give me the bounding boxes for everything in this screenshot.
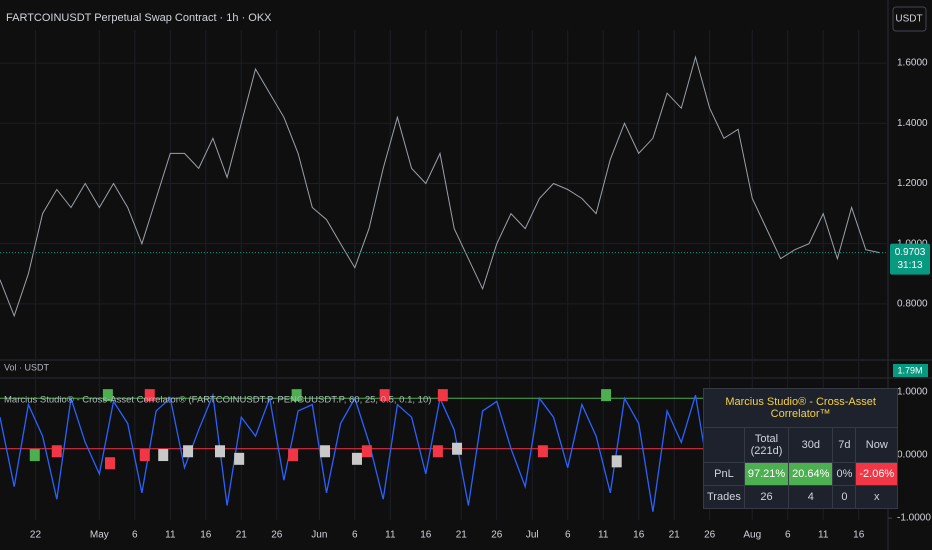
y-tick-label: 1.4000	[897, 118, 928, 129]
x-tick-label: 11	[165, 530, 176, 541]
x-tick-label: 21	[236, 530, 248, 541]
signal	[158, 449, 169, 462]
cell: 0	[832, 485, 857, 509]
cell: -2.06%	[855, 462, 899, 486]
cell: 4	[788, 485, 834, 509]
x-tick-label: 16	[633, 530, 645, 541]
countdown: 31:13	[897, 260, 922, 271]
signal	[437, 389, 448, 402]
table-row: PnL 97.21% 20.64% 0% -2.06%	[703, 462, 899, 486]
signal	[611, 455, 622, 468]
stats-table: Marcius Studio® - Cross-Asset Correlator…	[702, 388, 899, 509]
x-tick-label: 26	[704, 530, 716, 541]
x-tick-label: 6	[352, 530, 358, 541]
header-cell: 7d	[832, 427, 857, 463]
x-tick-label: Aug	[743, 530, 761, 541]
x-tick-label: 6	[785, 530, 791, 541]
x-tick-label: 11	[818, 530, 829, 541]
table-row: Trades 26 4 0 x	[703, 485, 899, 509]
volume-tag	[893, 364, 928, 377]
x-tick-label: 16	[420, 530, 432, 541]
volume-value: 1.79M	[897, 365, 922, 375]
x-tick-label: 26	[271, 530, 283, 541]
table-title: Marcius Studio® - Cross-Asset Correlator…	[702, 388, 899, 428]
unit-button[interactable]	[892, 6, 927, 32]
signal	[139, 449, 150, 462]
signal	[351, 452, 362, 465]
cell: 0%	[832, 462, 857, 486]
signal	[379, 389, 390, 402]
x-tick-label: Jun	[311, 530, 327, 541]
signal	[601, 389, 612, 402]
signal	[361, 445, 372, 458]
signal	[452, 442, 463, 455]
signal	[105, 457, 115, 470]
x-tick-label: 16	[853, 530, 865, 541]
y-tick-label: 1.2000	[897, 178, 928, 189]
x-tick-label: 16	[200, 530, 212, 541]
cell: x	[855, 485, 899, 509]
cell: 97.21%	[743, 462, 790, 486]
signal	[288, 449, 299, 462]
last-price: 0.9703	[895, 247, 926, 258]
cell	[703, 427, 745, 463]
signal	[320, 445, 331, 458]
x-tick-label: 26	[491, 530, 503, 541]
unit-label[interactable]: USDT	[895, 14, 922, 25]
chart-title: FARTCOINUSDT Perpetual Swap Contract · 1…	[6, 12, 272, 24]
price-line	[0, 55, 881, 318]
x-tick-label: 22	[30, 530, 42, 541]
signal	[144, 389, 155, 402]
x-tick-label: 11	[598, 530, 609, 541]
indicator-title: Marcius Studio® - Cross-Asset Correlator…	[4, 395, 431, 406]
y-tick-label: 0.8000	[897, 298, 928, 309]
signal	[51, 445, 62, 458]
x-tick-label: 6	[565, 530, 571, 541]
signal	[102, 389, 113, 402]
y-tick-label: 0.0000	[897, 450, 928, 461]
signal	[432, 445, 443, 458]
signal	[215, 445, 225, 458]
y-tick-label: 1.0000	[897, 387, 928, 398]
x-tick-label: May	[90, 530, 109, 541]
x-tick-label: 6	[132, 530, 138, 541]
row-label: Trades	[703, 485, 745, 509]
cell: 20.64%	[788, 462, 834, 486]
header-cell: Total (221d)	[743, 427, 790, 463]
y-tick-label: 1.6000	[897, 58, 928, 69]
cell: 26	[743, 485, 790, 509]
header-cell: Now	[855, 427, 899, 463]
signal	[537, 445, 548, 458]
signal	[183, 445, 194, 458]
volume-label: Vol · USDT	[4, 362, 50, 372]
price-tag	[890, 243, 930, 275]
signal	[291, 389, 302, 402]
table-header: Total (221d) 30d 7d Now	[703, 427, 899, 463]
x-tick-label: 21	[669, 530, 681, 541]
signal	[29, 449, 40, 462]
x-tick-label: Jul	[526, 530, 539, 541]
row-label: PnL	[703, 462, 745, 486]
signal	[234, 452, 245, 465]
y-tick-label: -1.0000	[897, 513, 931, 524]
x-tick-label: 21	[456, 530, 468, 541]
x-tick-label: 11	[385, 530, 396, 541]
header-cell: 30d	[788, 427, 834, 463]
